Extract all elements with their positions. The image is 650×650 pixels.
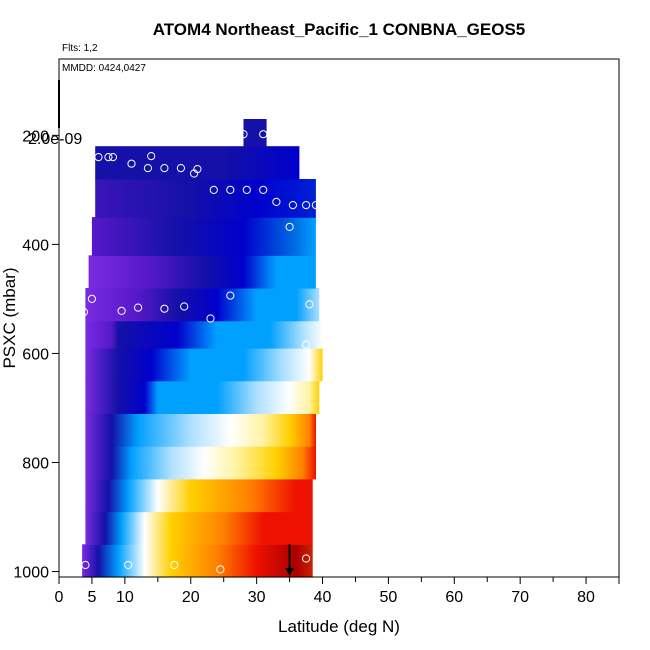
curtain-band bbox=[85, 380, 320, 414]
observation-marker bbox=[170, 560, 179, 570]
observation-marker bbox=[259, 130, 268, 139]
observation-marker bbox=[302, 201, 311, 210]
x-tick-label: 60 bbox=[445, 589, 463, 606]
observation-marker bbox=[259, 185, 268, 194]
x-tick-label: 30 bbox=[248, 589, 266, 606]
curtain-band bbox=[82, 544, 313, 578]
x-tick-label: 0 bbox=[55, 589, 64, 606]
observation-marker bbox=[79, 307, 89, 317]
curtain-band bbox=[88, 255, 316, 289]
x-tick-label: 50 bbox=[380, 589, 398, 606]
observation-marker bbox=[302, 554, 311, 563]
observation-marker bbox=[160, 164, 169, 173]
x-tick-label: 20 bbox=[182, 589, 200, 606]
observation-marker bbox=[176, 164, 185, 173]
plot-frame bbox=[58, 58, 620, 578]
y-axis: 200 400 600 800 1000 bbox=[13, 128, 59, 582]
observation-marker bbox=[104, 153, 113, 162]
curtain-band bbox=[85, 413, 317, 447]
y-tick-label: 600 bbox=[22, 346, 49, 363]
observation-marker bbox=[87, 294, 97, 303]
observation-marker bbox=[108, 153, 118, 162]
curtain-band bbox=[85, 511, 313, 545]
observation-marker bbox=[216, 565, 225, 574]
x-tick-label: 80 bbox=[577, 589, 595, 606]
x-tick-label: 10 bbox=[116, 589, 134, 606]
curtain-band bbox=[85, 288, 320, 322]
plot-area bbox=[79, 119, 323, 578]
y-axis-label: PSXC (mbar) bbox=[0, 267, 19, 368]
observation-marker bbox=[226, 291, 235, 300]
observation-marker bbox=[94, 153, 103, 162]
observation-marker bbox=[190, 169, 199, 178]
curtain-band bbox=[91, 217, 316, 256]
chart-title: ATOM4 Northeast_Pacific_1 CONBNA_GEOS5 bbox=[153, 20, 526, 39]
observation-marker bbox=[242, 185, 251, 194]
observation-marker bbox=[143, 164, 152, 173]
observation-marker bbox=[272, 197, 281, 206]
x-axis: 0 5 10 20 30 40 50 60 70 80 bbox=[55, 577, 620, 606]
observation-marker bbox=[206, 314, 215, 323]
y-tick-label: 1000 bbox=[13, 565, 49, 582]
observation-marker bbox=[305, 300, 314, 309]
y-tick-label: 400 bbox=[22, 237, 49, 254]
observation-marker bbox=[302, 340, 311, 349]
observation-marker bbox=[117, 306, 126, 315]
observation-marker bbox=[147, 152, 156, 161]
observation-marker bbox=[134, 303, 143, 312]
x-axis-label: Latitude (deg N) bbox=[278, 617, 400, 636]
flights-note: Flts: 1,2 bbox=[62, 43, 98, 54]
observation-marker bbox=[288, 201, 297, 210]
observation-marker bbox=[180, 302, 189, 311]
observation-marker bbox=[239, 130, 248, 139]
x-tick-label: 40 bbox=[314, 589, 332, 606]
position-arrow-head bbox=[285, 567, 295, 576]
observation-marker bbox=[127, 159, 136, 168]
observation-marker bbox=[285, 222, 294, 231]
observation-marker bbox=[124, 560, 133, 570]
x-tick-label: 70 bbox=[511, 589, 529, 606]
observation-marker bbox=[226, 185, 235, 194]
observation-marker bbox=[81, 560, 90, 570]
y-tick-label: 200 bbox=[22, 128, 49, 145]
scale-label: 2.0e-09 bbox=[28, 131, 82, 148]
x-tick-label: 5 bbox=[87, 589, 96, 606]
observation-marker bbox=[311, 201, 320, 210]
dates-note: MMDD: 0424,0427 bbox=[62, 63, 146, 74]
curtain-band bbox=[85, 446, 317, 480]
curtain-band bbox=[243, 119, 267, 147]
curtain-band bbox=[85, 320, 323, 349]
curtain-band bbox=[85, 478, 313, 513]
observation-marker bbox=[209, 185, 218, 194]
curtain-band bbox=[85, 348, 323, 382]
observation-marker bbox=[160, 304, 169, 313]
y-tick-label: 800 bbox=[22, 455, 49, 472]
curtain-band bbox=[95, 179, 316, 218]
